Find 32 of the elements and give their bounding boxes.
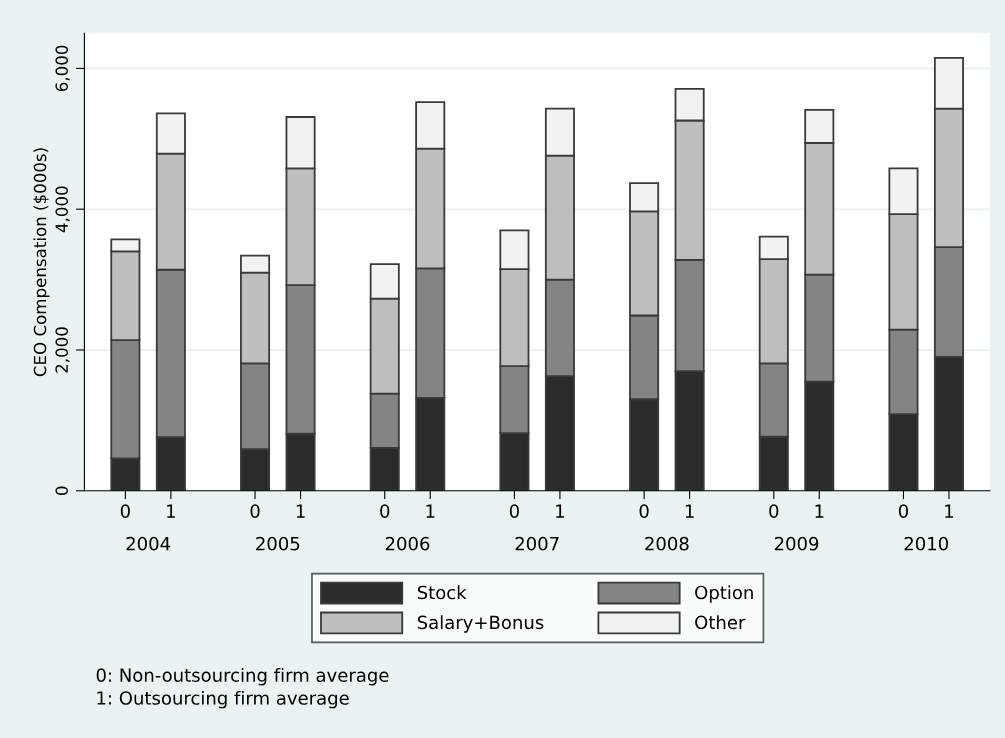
legend-label: Option [695,585,753,603]
x-tick-label: 0 [120,504,130,518]
x-tick-label: 1 [556,504,564,518]
x-tick-label: 1 [685,504,694,518]
x-tick-label: 1 [296,504,305,518]
legend-label: Salary+Bonus [417,615,544,633]
legend-label: Stock [417,585,467,600]
text: 1: Outsourcing firm average [97,690,349,709]
x-tick-label: 1 [945,504,954,518]
x-tick-label: 0 [250,504,260,518]
x-tick-label: 0 [769,504,779,518]
legend-label: Other [695,615,746,630]
y-tick-label: 6,000 [55,45,70,92]
x-tick-label: 1 [815,504,824,518]
text: 2010 [904,536,948,551]
y-tick-label: 4,000 [55,186,70,233]
x-tick-label: 1 [167,504,175,518]
text: 2009 [774,536,819,551]
text: 2005 [256,536,300,551]
x-tick-label: 0 [639,504,649,518]
text: 2006 [385,536,430,551]
text: 0: Non-outsourcing firm average [96,668,389,686]
text: 2008 [645,536,689,551]
y-tick-label: 2,000 [55,327,70,373]
x-tick-label: 1 [426,504,435,518]
x-tick-label: 0 [509,504,519,518]
text: 2007 [515,536,559,551]
x-tick-label: 0 [380,504,390,518]
x-tick-label: 0 [898,504,909,518]
text: 2004 [126,536,171,551]
y-tick-label: 0 [55,486,68,495]
y-axis-title: CEO Compensation ($000s) [33,148,50,377]
